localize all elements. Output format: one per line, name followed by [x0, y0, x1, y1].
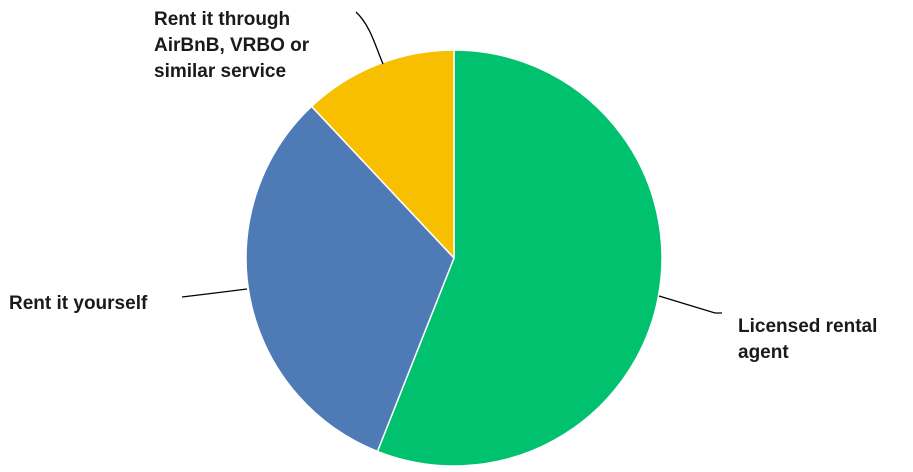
slice-label-airbnb-vrbo: Rent it through AirBnB, VRBO or similar …	[154, 9, 310, 82]
pie-slice-rent-it-through-airbnb-vrbo-or-similar-service	[310, 49, 455, 259]
pie-slice-rent-it-yourself	[245, 105, 455, 453]
pie-slice-licensed-rental-agent	[376, 49, 663, 467]
pie-slices	[245, 49, 663, 467]
leader-line-licensed	[658, 295, 722, 314]
slice-label-licensed-rental-agent: Licensed rental agent	[738, 316, 878, 363]
leader-lines	[181, 11, 722, 314]
leader-line-yourself	[181, 288, 248, 298]
slice-label-rent-it-yourself: Rent it yourself	[9, 293, 148, 314]
leader-line-airbnb	[355, 11, 384, 65]
